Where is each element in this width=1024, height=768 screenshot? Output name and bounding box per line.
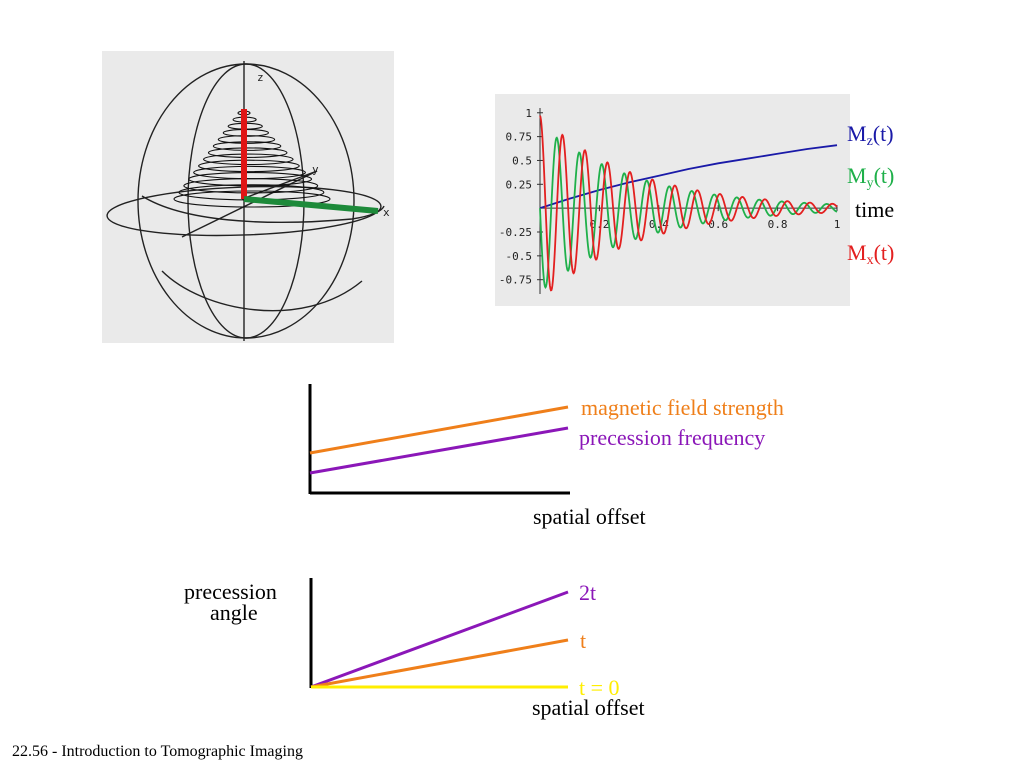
axis-z-label: z bbox=[257, 71, 264, 84]
legend-mz: Mz(t) bbox=[847, 123, 894, 153]
precession-frequency-label: precession frequency bbox=[579, 425, 766, 450]
field-strength-line bbox=[309, 405, 569, 455]
legend-my-main: M bbox=[847, 163, 867, 188]
legend-mx-tail: (t) bbox=[873, 240, 895, 265]
legend-mx-main: M bbox=[847, 240, 867, 265]
spiral-loop bbox=[202, 153, 294, 166]
spiral-loop bbox=[188, 171, 313, 187]
legend-mz-tail: (t) bbox=[872, 121, 894, 146]
angle-chart-ylabel-2: angle bbox=[210, 600, 258, 625]
legend-mz-main: M bbox=[847, 121, 867, 146]
legend-mx-sub: x bbox=[866, 253, 874, 268]
legend-my: My(t) bbox=[847, 165, 894, 195]
decay-y-tick-label: 0.75 bbox=[506, 131, 533, 144]
angle-2t-label: 2t bbox=[579, 580, 597, 605]
diag-line bbox=[181, 170, 318, 238]
angle-t0-label: t = 0 bbox=[579, 675, 620, 700]
field-strength-label: magnetic field strength bbox=[581, 395, 784, 420]
decay-y-tick-label: -0.75 bbox=[499, 274, 532, 287]
frequency-chart bbox=[308, 384, 570, 495]
axis-y-label: y bbox=[312, 163, 319, 176]
precession-spiral bbox=[173, 110, 331, 208]
angle-t-line bbox=[310, 638, 569, 689]
decay-y-tick-label: -0.25 bbox=[499, 226, 532, 239]
slide-footer: 22.56 - Introduction to Tomographic Imag… bbox=[12, 743, 303, 760]
x-magnetization-vector bbox=[243, 196, 379, 214]
decay-x-tick-label: 0.6 bbox=[708, 218, 728, 231]
axis-x-label: x bbox=[383, 206, 390, 219]
spiral-loop bbox=[198, 159, 300, 173]
decay-y-tick-label: 0.5 bbox=[512, 154, 532, 167]
angle-t-label: t bbox=[580, 628, 587, 653]
legend-my-sub: y bbox=[866, 176, 874, 191]
lower-curve bbox=[161, 270, 363, 312]
decay-y-tick-label: 0.25 bbox=[506, 178, 533, 191]
decay-x-tick-label: 1 bbox=[834, 218, 841, 231]
spiral-loop bbox=[173, 190, 331, 208]
legend-my-tail: (t) bbox=[873, 163, 895, 188]
bloch-sphere-drawing: z y x bbox=[106, 61, 390, 341]
legend-mx: Mx(t) bbox=[847, 242, 894, 272]
relaxation-chart: 1 0.75 0.5 0.25 -0.25 -0.5 -0.75 0.2 0.4 0.6 0.8 1 bbox=[495, 94, 850, 306]
legend-time: time bbox=[855, 197, 895, 222]
angle-2t-line bbox=[310, 590, 569, 689]
spiral-loop bbox=[207, 147, 288, 159]
spiral-loop bbox=[183, 178, 319, 194]
legend-mz-sub: z bbox=[866, 134, 873, 149]
angle-chart-ylabel-1: precession bbox=[184, 579, 277, 604]
decay-series-myt bbox=[539, 136, 838, 289]
bloch-sphere-figure: z y x bbox=[102, 51, 394, 343]
angle-chart-xlabel: spatial offset bbox=[532, 695, 645, 720]
spiral-loop bbox=[212, 141, 282, 151]
decay-series-mxt bbox=[539, 115, 838, 292]
angle-chart bbox=[309, 578, 569, 689]
decay-x-tick-label: 0.8 bbox=[768, 218, 788, 231]
relaxation-chart-svg: 10.750.50.25-0.25-0.5-0.750.2 0.4 0.6 0.8 1 bbox=[499, 107, 841, 294]
decay-y-tick-label: -0.5 bbox=[506, 250, 533, 263]
precession-frequency-line bbox=[309, 426, 569, 475]
sphere-meridian bbox=[187, 63, 305, 339]
frequency-chart-xlabel: spatial offset bbox=[533, 504, 646, 529]
decay-y-tick-label: 1 bbox=[525, 107, 532, 120]
